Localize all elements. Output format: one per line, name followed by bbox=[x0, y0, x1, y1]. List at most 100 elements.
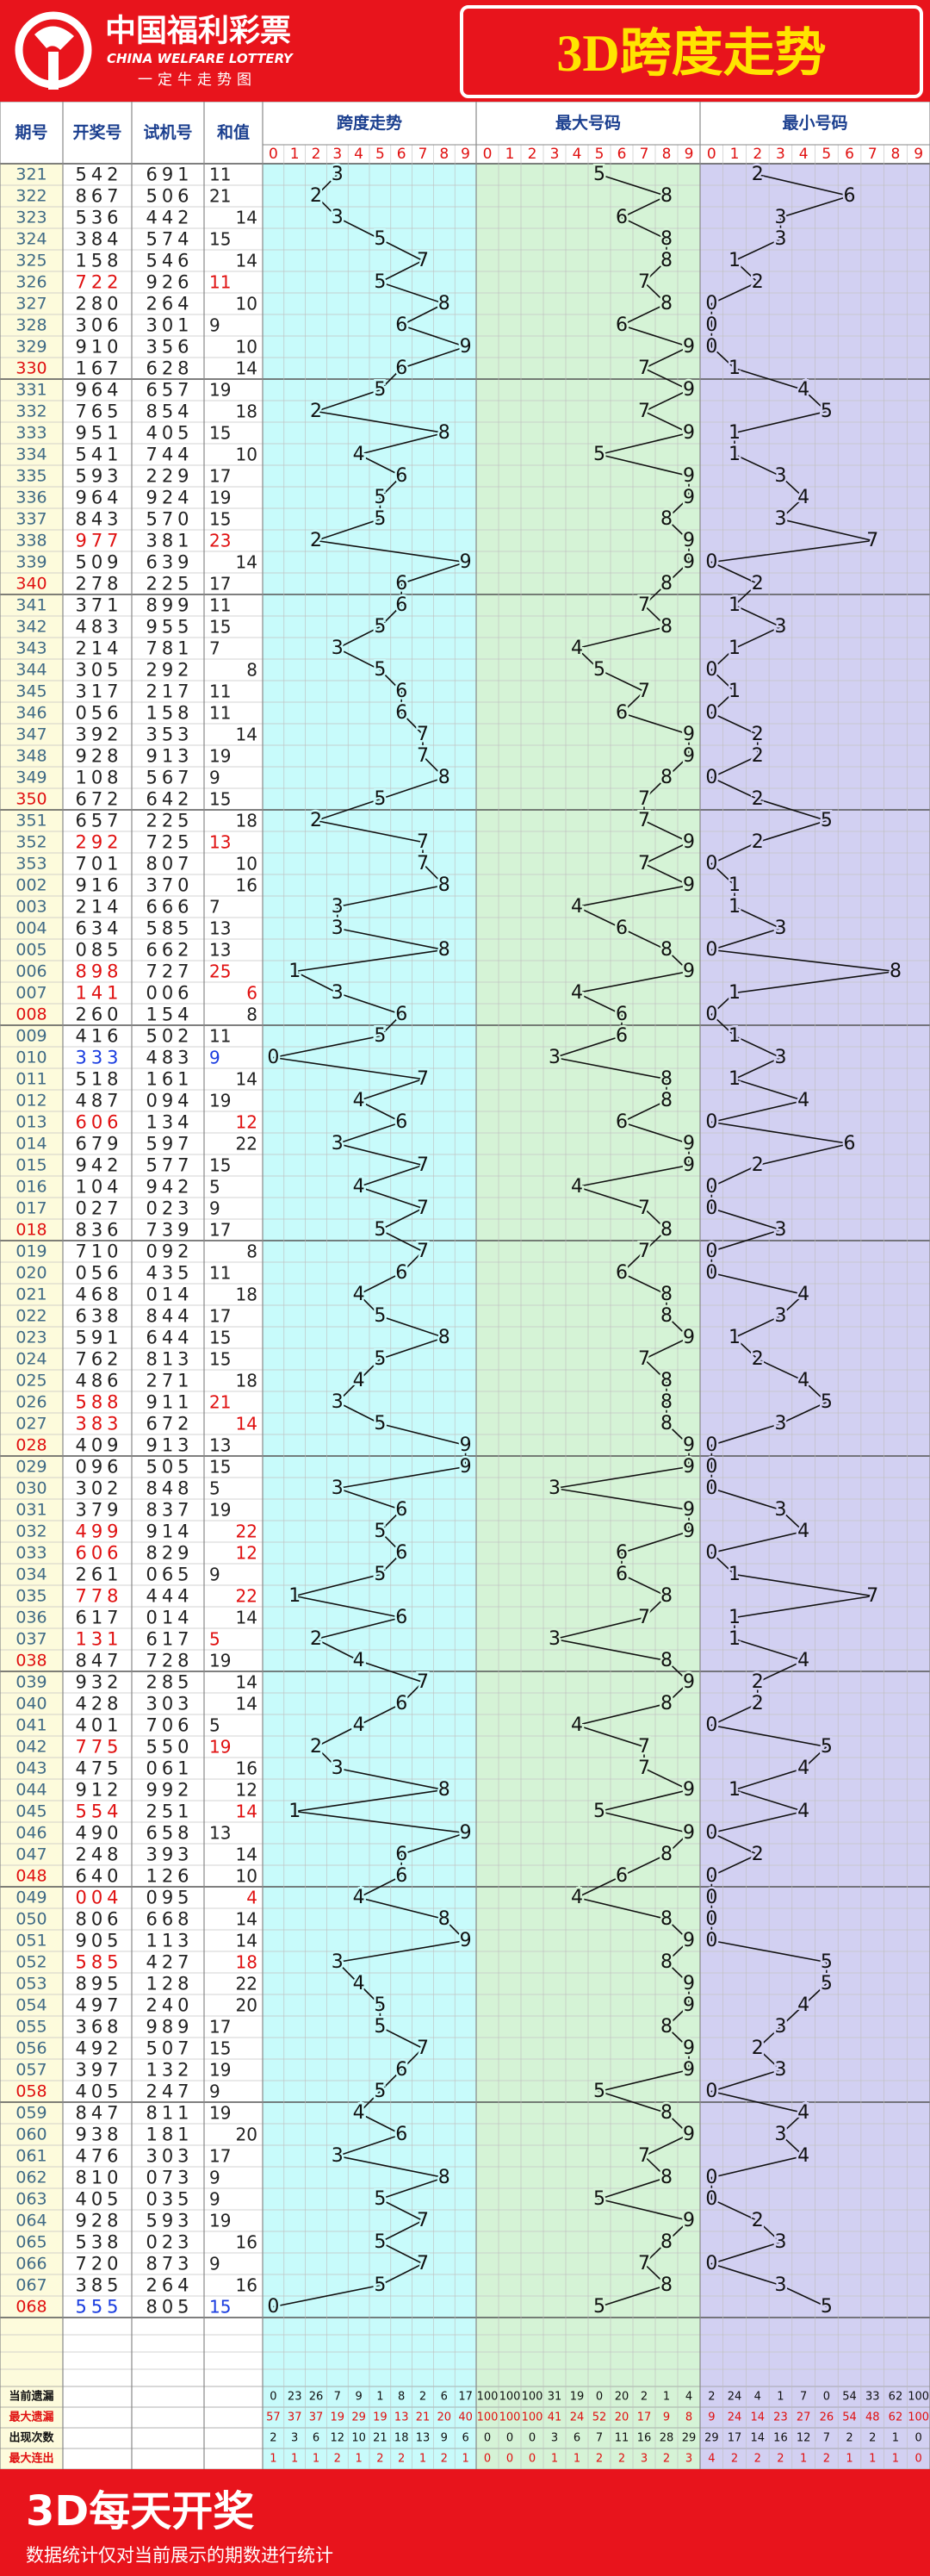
test-number: 593 bbox=[146, 2211, 193, 2231]
digit-header: 7 bbox=[640, 146, 649, 163]
digit-header: 2 bbox=[312, 146, 321, 163]
stat-value: 1 bbox=[462, 2453, 468, 2466]
sum-value: 19 bbox=[209, 1500, 231, 1521]
trend-digit: 9 bbox=[683, 551, 695, 573]
period: 323 bbox=[16, 208, 46, 227]
draw-number: 762 bbox=[75, 1349, 122, 1370]
trend-digit: 0 bbox=[705, 1434, 717, 1456]
draw-number: 634 bbox=[75, 918, 122, 939]
digit-header: 0 bbox=[707, 146, 716, 163]
draw-number: 317 bbox=[75, 681, 122, 702]
digit-header: 8 bbox=[891, 146, 901, 163]
test-number: 597 bbox=[146, 1134, 193, 1154]
draw-number: 638 bbox=[75, 1306, 122, 1327]
trend-digit: 6 bbox=[395, 1844, 407, 1865]
trend-digit: 3 bbox=[774, 1413, 786, 1434]
logo-sub: 一定牛走势图 bbox=[138, 72, 257, 89]
sum-value: 19 bbox=[209, 746, 231, 767]
sum-value: 5 bbox=[209, 1715, 220, 1736]
trend-digit: 0 bbox=[705, 1542, 717, 1564]
trend-digit: 2 bbox=[752, 724, 764, 745]
digit-header: 0 bbox=[269, 146, 278, 163]
trend-digit: 7 bbox=[638, 271, 650, 293]
trend-digit: 3 bbox=[332, 2145, 344, 2167]
trend-digit: 0 bbox=[705, 659, 717, 681]
trend-digit: 0 bbox=[705, 1887, 717, 1908]
period: 325 bbox=[16, 252, 46, 271]
test-number: 154 bbox=[146, 1005, 193, 1025]
trend-digit: 0 bbox=[705, 2253, 717, 2274]
draw-number: 385 bbox=[75, 2275, 122, 2296]
draw-number: 606 bbox=[75, 1543, 122, 1564]
period: 047 bbox=[16, 1845, 46, 1864]
trend-digit: 4 bbox=[797, 1370, 809, 1391]
draw-number: 542 bbox=[75, 165, 122, 185]
trend-digit: 7 bbox=[638, 1241, 650, 1262]
period: 012 bbox=[16, 1092, 46, 1111]
trend-digit: 9 bbox=[683, 1327, 695, 1348]
draw-number: 775 bbox=[75, 1737, 122, 1758]
trend-digit: 2 bbox=[752, 788, 764, 810]
trend-digit: 2 bbox=[310, 185, 322, 207]
stat-value: 37 bbox=[309, 2411, 324, 2424]
stat-value: 2 bbox=[398, 2453, 405, 2466]
sum-value: 8 bbox=[246, 1005, 257, 1025]
section-header: 最大号码 bbox=[555, 113, 621, 133]
sum-value: 5 bbox=[209, 1478, 220, 1499]
draw-number: 306 bbox=[75, 315, 122, 336]
test-number: 813 bbox=[146, 1349, 193, 1370]
stat-value: 2 bbox=[419, 2391, 426, 2404]
period: 025 bbox=[16, 1372, 46, 1391]
stat-value: 4 bbox=[708, 2453, 715, 2466]
trend-digit: 4 bbox=[571, 1176, 583, 1198]
page-title: 3D跨度走势 bbox=[556, 25, 826, 82]
stat-value: 48 bbox=[865, 2411, 880, 2424]
test-number: 271 bbox=[146, 1371, 193, 1391]
test-number: 989 bbox=[146, 2017, 193, 2038]
stat-value: 0 bbox=[270, 2391, 276, 2404]
trend-digit: 5 bbox=[374, 1305, 386, 1327]
draw-number: 158 bbox=[75, 251, 122, 271]
stat-value: 100 bbox=[908, 2391, 929, 2404]
trend-digit: 9 bbox=[683, 465, 695, 487]
column-header: 试机号 bbox=[143, 123, 192, 142]
period: 010 bbox=[16, 1048, 46, 1067]
trend-digit: 6 bbox=[395, 1607, 407, 1628]
sum-value: 14 bbox=[236, 358, 257, 379]
trend-digit: 0 bbox=[705, 2167, 717, 2188]
sum-value: 15 bbox=[209, 1349, 231, 1370]
trend-digit: 9 bbox=[683, 1499, 695, 1521]
stat-value: 1 bbox=[777, 2391, 784, 2404]
stat-value: 100 bbox=[499, 2391, 521, 2404]
trend-digit: 3 bbox=[332, 1133, 344, 1154]
sum-value: 5 bbox=[209, 1177, 220, 1198]
digit-header: 2 bbox=[528, 146, 537, 163]
test-number: 217 bbox=[146, 681, 193, 702]
draw-number: 499 bbox=[75, 1521, 122, 1542]
trend-digit: 8 bbox=[660, 1068, 673, 1090]
trend-digit: 6 bbox=[395, 465, 407, 487]
stat-value: 19 bbox=[373, 2411, 388, 2424]
sum-value: 5 bbox=[209, 1629, 220, 1650]
trend-digit: 8 bbox=[660, 1413, 673, 1434]
sum-value: 19 bbox=[209, 1091, 231, 1111]
trend-digit: 8 bbox=[660, 293, 673, 314]
trend-digit: 3 bbox=[332, 638, 344, 659]
stat-value: 20 bbox=[615, 2411, 629, 2424]
digit-header: 6 bbox=[617, 146, 627, 163]
period: 328 bbox=[16, 316, 46, 335]
test-number: 405 bbox=[146, 423, 193, 444]
section-header: 跨度走势 bbox=[337, 113, 402, 133]
test-number: 657 bbox=[146, 380, 193, 401]
trend-digit: 6 bbox=[616, 1004, 628, 1025]
test-number: 574 bbox=[146, 229, 193, 250]
sum-value: 9 bbox=[209, 1565, 220, 1585]
test-number: 483 bbox=[146, 1048, 193, 1068]
sum-value: 19 bbox=[209, 2211, 231, 2231]
trend-digit: 4 bbox=[353, 1090, 365, 1111]
trend-digit: 6 bbox=[616, 1542, 628, 1564]
sum-value: 19 bbox=[209, 1737, 231, 1758]
trend-digit: 4 bbox=[797, 1994, 809, 2016]
draw-number: 292 bbox=[75, 832, 122, 853]
stat-value: 1 bbox=[846, 2453, 852, 2466]
